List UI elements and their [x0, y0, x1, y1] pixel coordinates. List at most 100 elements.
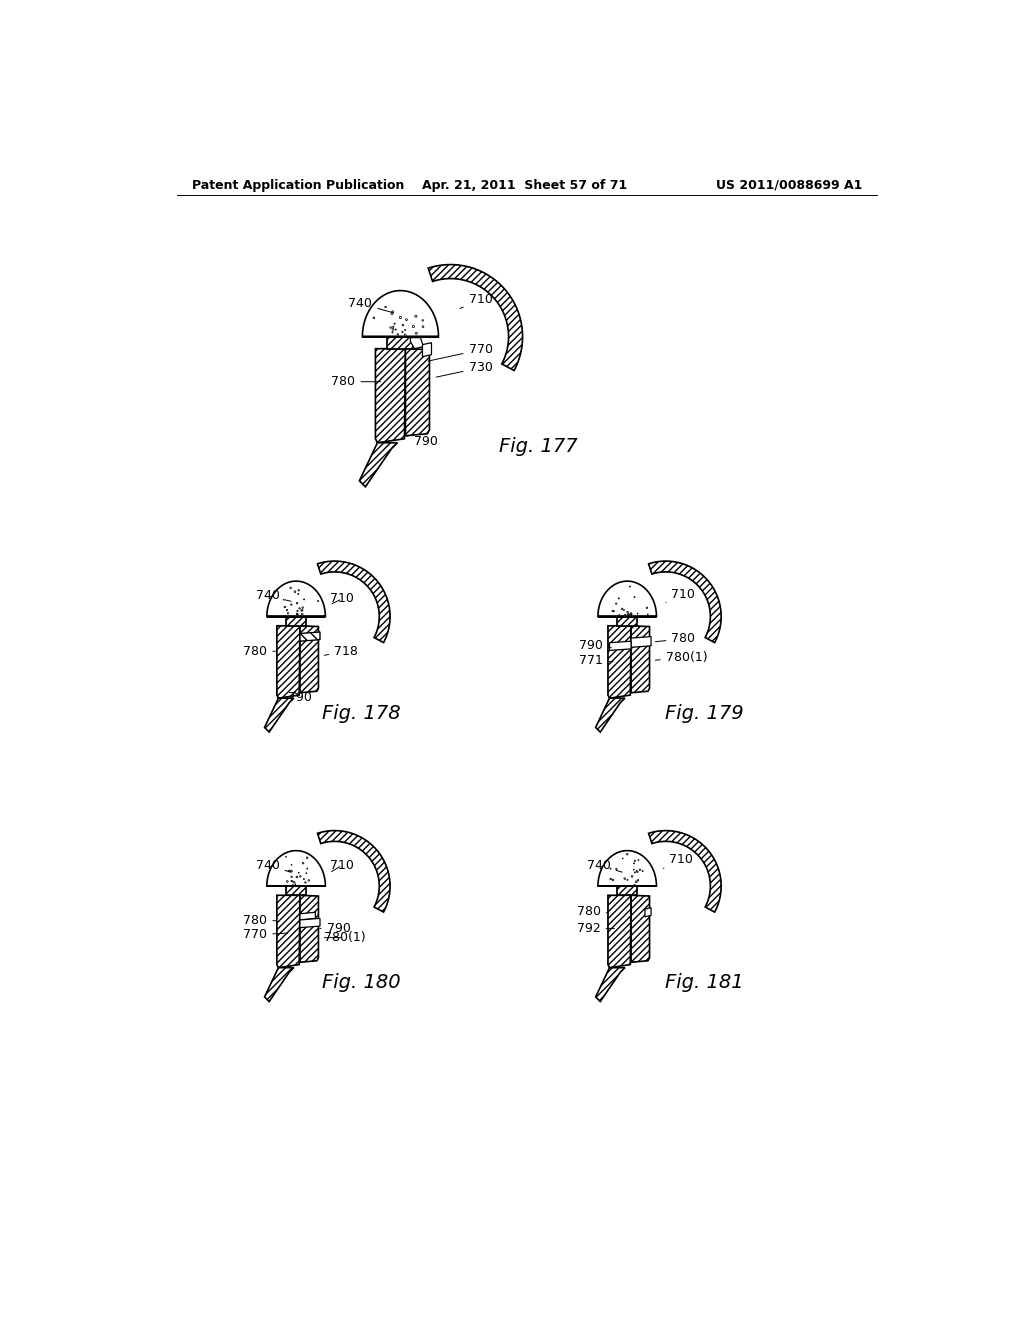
Polygon shape — [276, 626, 300, 698]
Circle shape — [300, 875, 301, 876]
Circle shape — [391, 313, 393, 314]
Circle shape — [635, 880, 637, 883]
Polygon shape — [286, 616, 306, 626]
Text: 740: 740 — [256, 859, 291, 873]
Circle shape — [291, 870, 292, 873]
Circle shape — [406, 319, 408, 321]
Polygon shape — [596, 968, 625, 1002]
Circle shape — [296, 602, 298, 605]
Circle shape — [289, 870, 291, 871]
Polygon shape — [598, 581, 656, 616]
Circle shape — [615, 869, 617, 870]
Circle shape — [416, 333, 418, 334]
Circle shape — [308, 879, 309, 882]
Polygon shape — [317, 830, 390, 912]
Text: 790: 790 — [319, 921, 350, 935]
Circle shape — [625, 614, 626, 615]
Text: Fig. 179: Fig. 179 — [665, 704, 743, 722]
Polygon shape — [264, 968, 294, 1002]
Circle shape — [632, 615, 634, 616]
Circle shape — [301, 610, 302, 611]
Circle shape — [646, 607, 647, 609]
Circle shape — [302, 862, 304, 865]
Circle shape — [413, 326, 415, 327]
Text: 780: 780 — [244, 915, 275, 927]
Polygon shape — [598, 850, 656, 886]
Circle shape — [385, 306, 386, 308]
Polygon shape — [300, 632, 319, 642]
Text: 780(1): 780(1) — [324, 931, 366, 944]
Circle shape — [292, 880, 293, 882]
Circle shape — [634, 884, 635, 886]
Circle shape — [296, 876, 298, 878]
Polygon shape — [300, 895, 318, 962]
Text: 770: 770 — [428, 343, 493, 362]
Text: 780: 780 — [655, 632, 695, 645]
Circle shape — [624, 878, 626, 879]
Text: Fig. 180: Fig. 180 — [323, 973, 400, 993]
Circle shape — [637, 879, 639, 880]
Text: 718: 718 — [325, 644, 358, 657]
Text: 710: 710 — [331, 859, 354, 871]
Polygon shape — [428, 264, 522, 371]
Text: US 2011/0088699 A1: US 2011/0088699 A1 — [716, 178, 862, 191]
Circle shape — [297, 615, 299, 616]
Polygon shape — [300, 626, 318, 693]
Circle shape — [612, 610, 613, 611]
Circle shape — [306, 857, 308, 858]
Text: 710: 710 — [460, 293, 493, 309]
Circle shape — [622, 609, 623, 610]
Circle shape — [612, 879, 613, 880]
Polygon shape — [286, 886, 306, 895]
Polygon shape — [608, 626, 631, 698]
Circle shape — [392, 310, 393, 313]
Polygon shape — [596, 698, 625, 733]
Circle shape — [628, 614, 630, 615]
Text: Fig. 178: Fig. 178 — [323, 704, 400, 722]
Circle shape — [288, 612, 289, 614]
Circle shape — [392, 329, 394, 330]
Text: 710: 710 — [664, 853, 693, 869]
Circle shape — [294, 882, 295, 883]
Circle shape — [287, 880, 288, 882]
Circle shape — [297, 610, 298, 611]
Text: 780: 780 — [577, 906, 608, 917]
Text: 771: 771 — [580, 653, 613, 667]
Polygon shape — [617, 616, 637, 626]
Circle shape — [301, 614, 303, 615]
Text: 740: 740 — [256, 589, 291, 602]
Polygon shape — [423, 343, 431, 356]
Polygon shape — [300, 912, 315, 920]
Text: 730: 730 — [436, 362, 493, 378]
Polygon shape — [317, 561, 390, 643]
Circle shape — [299, 607, 300, 609]
Circle shape — [373, 317, 375, 318]
Polygon shape — [631, 626, 649, 693]
Text: Patent Application Publication: Patent Application Publication — [193, 178, 404, 191]
Circle shape — [415, 315, 417, 317]
Circle shape — [290, 587, 292, 589]
Circle shape — [627, 611, 629, 612]
Polygon shape — [362, 290, 438, 337]
Circle shape — [631, 875, 633, 878]
Text: 740: 740 — [348, 297, 394, 313]
Text: 792: 792 — [577, 921, 614, 935]
Text: Apr. 21, 2011  Sheet 57 of 71: Apr. 21, 2011 Sheet 57 of 71 — [422, 178, 628, 191]
Text: 790: 790 — [580, 639, 611, 652]
Circle shape — [302, 607, 303, 609]
Polygon shape — [648, 830, 721, 912]
Polygon shape — [276, 895, 300, 968]
Circle shape — [291, 603, 292, 606]
Polygon shape — [411, 338, 424, 348]
Polygon shape — [609, 642, 631, 651]
Text: 790: 790 — [407, 436, 437, 449]
Circle shape — [422, 326, 424, 327]
Polygon shape — [300, 919, 319, 928]
Polygon shape — [617, 886, 637, 895]
Circle shape — [397, 334, 398, 335]
Polygon shape — [631, 895, 649, 962]
Polygon shape — [387, 337, 414, 348]
Text: 710: 710 — [331, 593, 354, 606]
Circle shape — [637, 871, 638, 873]
Circle shape — [390, 327, 391, 329]
